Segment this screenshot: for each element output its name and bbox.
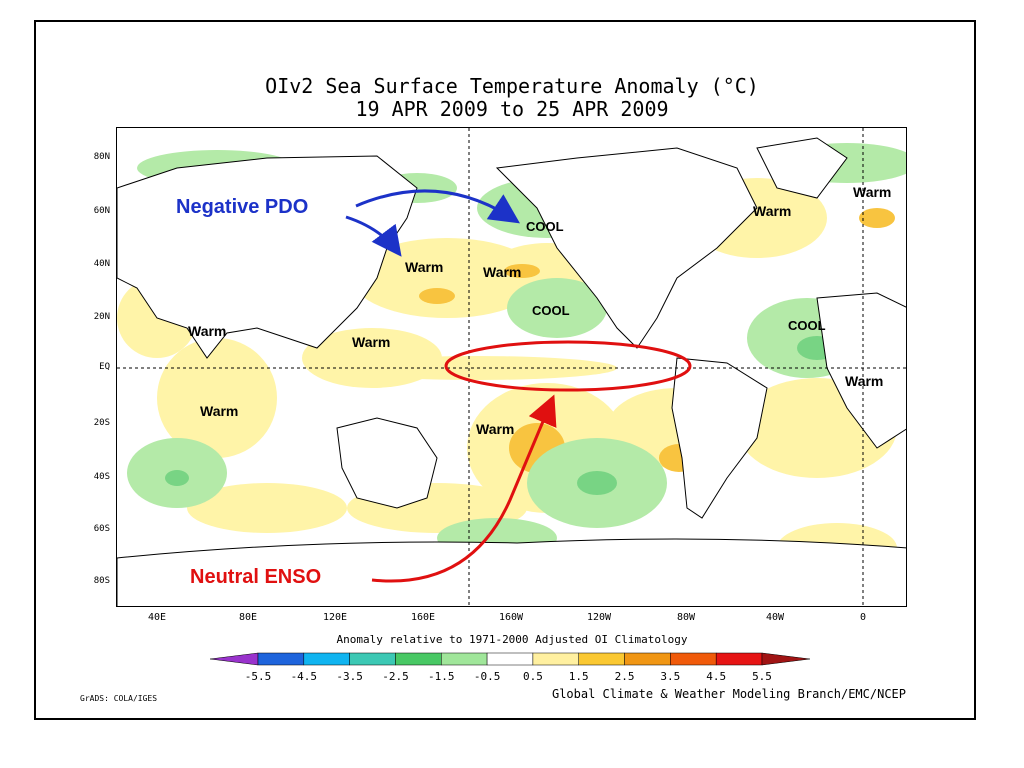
lat-label: 60S <box>93 524 110 534</box>
colorbar-tick-label: -2.5 <box>382 670 409 683</box>
colorbar-tick-label: -5.5 <box>244 670 272 683</box>
colorbar-title: Anomaly relative to 1971-2000 Adjusted O… <box>336 633 688 646</box>
lon-label: 80W <box>676 612 696 623</box>
colorbar-tick-label: -0.5 <box>473 670 501 683</box>
software-credit: GrADS: COLA/IGES <box>80 694 158 703</box>
colorbar-swatch <box>624 652 671 666</box>
lat-label: 40S <box>93 472 110 482</box>
colorbar-tick-label: 3.5 <box>660 670 681 683</box>
lat-label: 20S <box>93 418 110 428</box>
colorbar-tick-label: 5.5 <box>752 670 772 683</box>
colorbar-tick-label: 2.5 <box>614 670 635 683</box>
lon-label: 0 <box>859 612 867 623</box>
colorbar-tick-label: 4.5 <box>706 670 727 683</box>
credit-text: Global Climate & Weather Modeling Branch… <box>551 687 906 701</box>
lat-label: 80N <box>93 152 110 162</box>
colorbar-tick-label: -1.5 <box>428 670 455 683</box>
colorbar-tick-label: -3.5 <box>336 670 363 683</box>
map-date-range: 19 APR 2009 to 25 APR 2009 <box>355 97 669 121</box>
lat-label: 20N <box>93 312 110 322</box>
continent-outlines <box>117 137 906 519</box>
colorbar-tick-label: 0.5 <box>522 670 543 683</box>
colorbar-swatch <box>532 652 579 666</box>
cool-label: COOL <box>788 318 826 333</box>
colorbar-max-triangle <box>761 652 810 666</box>
map-title: OIv2 Sea Surface Temperature Anomaly (°C… <box>265 74 759 98</box>
warm-label: Warm <box>405 259 444 275</box>
lat-label: 60N <box>93 206 110 216</box>
warm-label: Warm <box>352 334 391 350</box>
colorbar <box>210 652 810 666</box>
colorbar-swatch <box>395 652 442 666</box>
colorbar-swatch <box>441 652 488 666</box>
neutral-enso-label: Neutral ENSO <box>190 566 322 588</box>
warm-label: Warm <box>483 264 522 280</box>
warm-label: Warm <box>753 203 792 219</box>
warm-label: Warm <box>200 403 239 419</box>
lon-label: 40W <box>765 612 785 623</box>
colorbar-tick-label: 1.5 <box>568 670 589 683</box>
lon-label: 160E <box>410 612 436 623</box>
negative-pdo-label: Negative PDO <box>176 196 309 218</box>
cool-label: COOL <box>526 219 564 234</box>
lat-label: 40N <box>93 259 110 269</box>
cool-label: COOL <box>532 303 570 318</box>
lon-label: 160W <box>498 612 524 623</box>
warm-label: Warm <box>188 323 227 339</box>
colorbar-swatch <box>349 652 396 666</box>
colorbar-swatch <box>715 652 763 666</box>
colorbar-swatch <box>486 652 534 666</box>
warm-label: Warm <box>476 421 515 437</box>
lon-label: 80E <box>238 612 258 623</box>
lat-label: EQ <box>99 362 110 372</box>
warm-label: Warm <box>853 184 892 200</box>
lon-label: 120W <box>586 612 612 623</box>
lon-label: 40E <box>147 612 167 623</box>
colorbar-swatch <box>670 652 717 666</box>
colorbar-min-triangle <box>210 652 259 666</box>
colorbar-swatch <box>578 652 625 666</box>
warm-label: Warm <box>845 373 884 389</box>
lat-label: 80S <box>93 576 110 586</box>
lon-label: 120E <box>322 612 348 623</box>
colorbar-swatch <box>303 652 350 666</box>
colorbar-tick-label: -4.5 <box>290 670 318 683</box>
colorbar-swatch <box>257 652 305 666</box>
